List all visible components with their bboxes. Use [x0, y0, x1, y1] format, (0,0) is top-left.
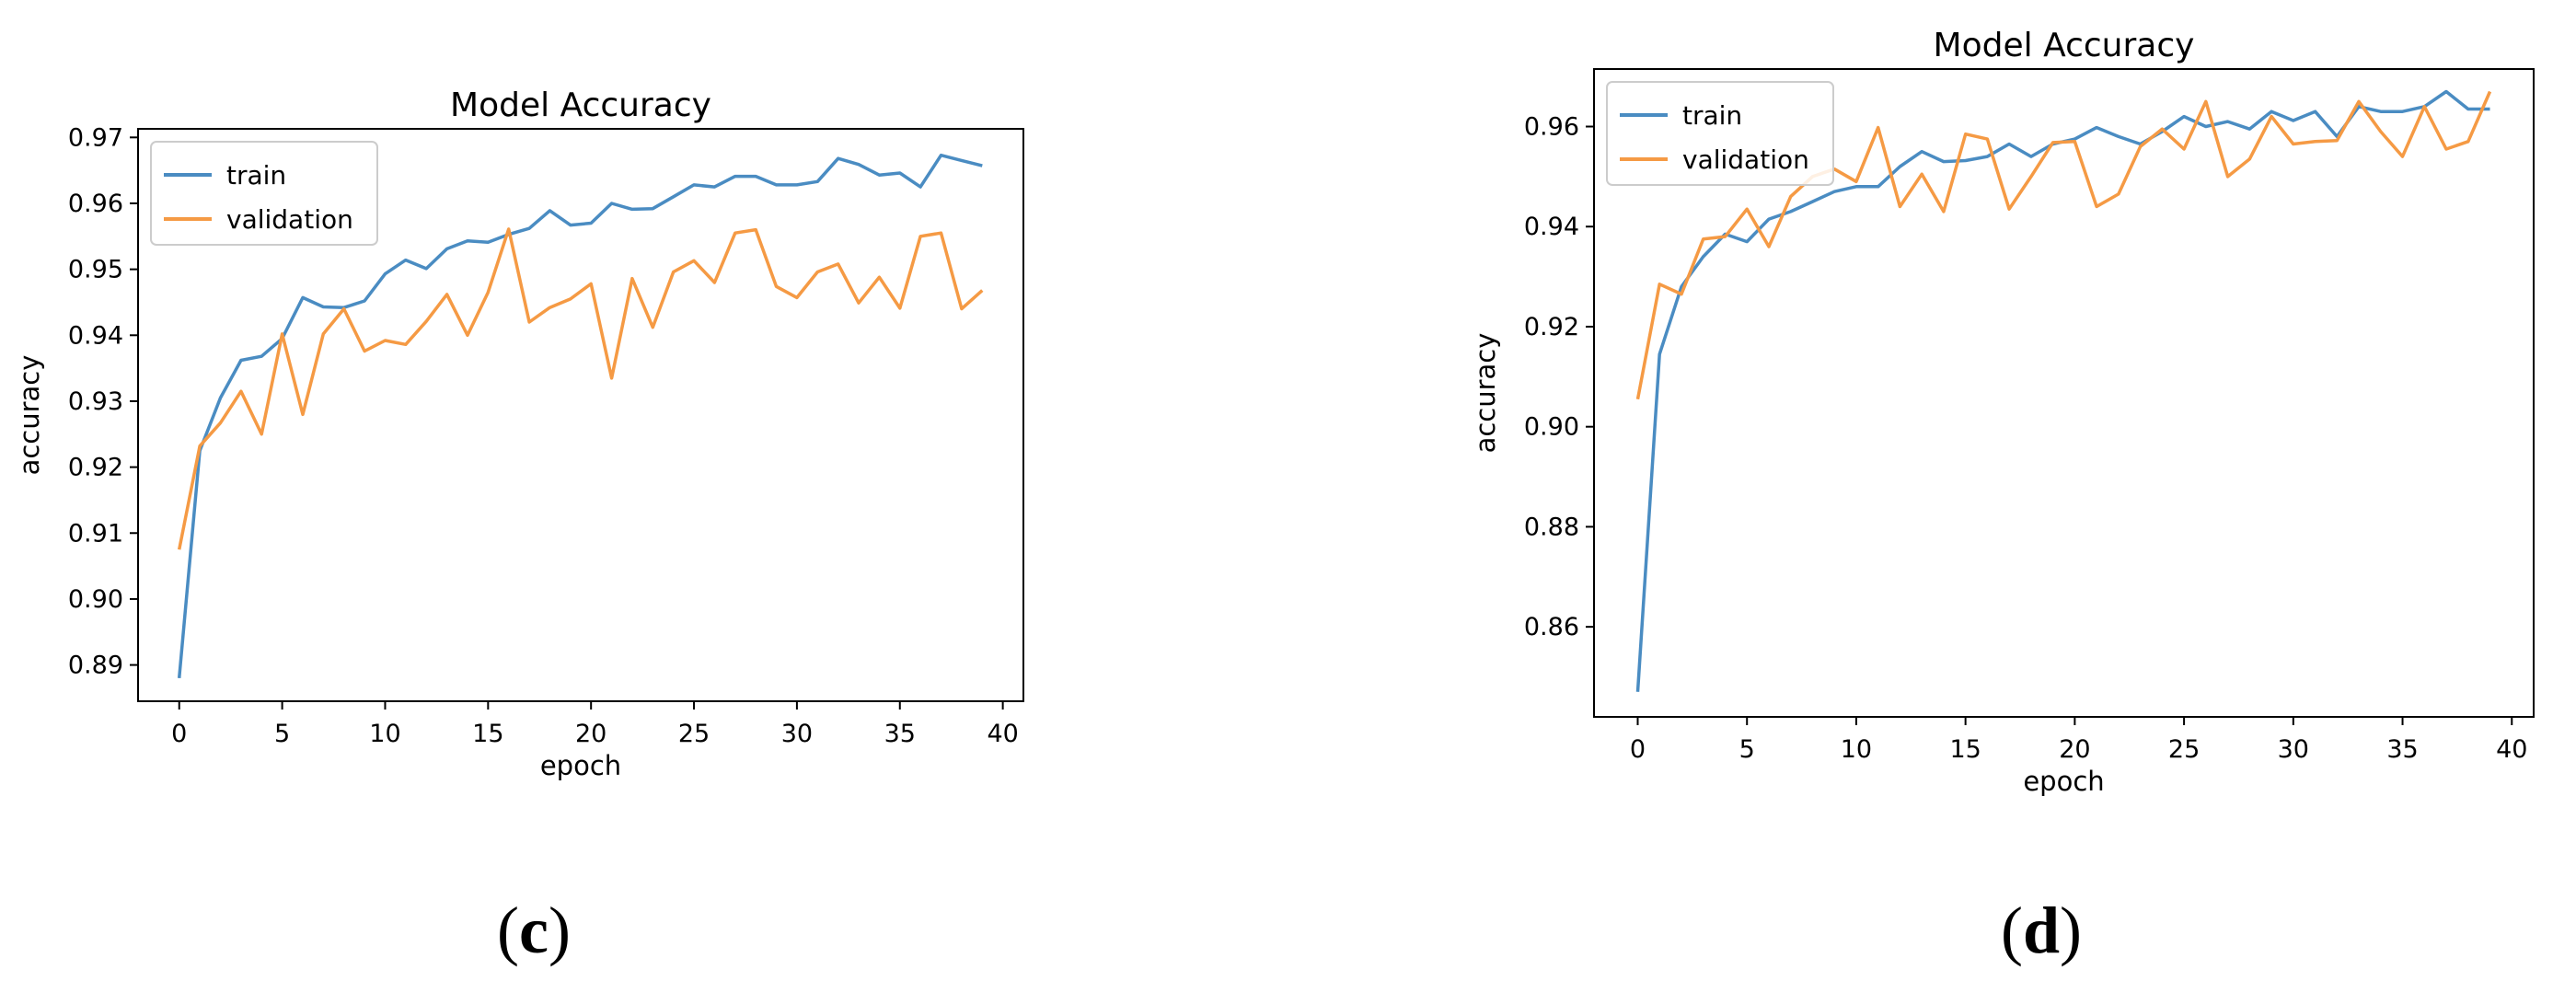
chart-1: Model Accuracy 0 5 10 15 20 25 30 35 40 0.86 0.88 0.…	[1470, 27, 2535, 797]
x-tick-label: 25	[678, 720, 710, 748]
plot-frame	[1593, 68, 2535, 718]
legend-label-train: train	[1682, 100, 1742, 131]
series-line-train	[177, 153, 983, 679]
x-tick-label: 15	[472, 720, 503, 748]
y-tick-label: 0.88	[1524, 513, 1579, 541]
panel-label-c: (c)	[497, 894, 571, 967]
legend-label-train: train	[226, 160, 286, 190]
x-tick-label: 5	[274, 720, 290, 748]
x-tick-label: 25	[2168, 735, 2200, 764]
y-tick-label: 0.94	[1524, 213, 1579, 241]
x-tick-label: 30	[781, 720, 813, 748]
x-tick-label: 20	[575, 720, 606, 748]
x-tick-label: 5	[1739, 735, 1755, 764]
x-tick-label: 10	[1841, 735, 1872, 764]
x-tick-label: 40	[987, 720, 1018, 748]
chart-title: Model Accuracy	[450, 87, 711, 124]
y-axis-label: accuracy	[1470, 333, 1501, 454]
y-tick-label: 0.94	[68, 321, 123, 350]
x-tick-label: 10	[369, 720, 400, 748]
y-tick-label: 0.95	[68, 256, 123, 284]
y-tick-label: 0.91	[68, 519, 123, 548]
chart-0: Model Accuracy 0 5 10 15 20 25 30 35 40 0.89 0.90 0.…	[14, 87, 1024, 781]
x-axis-label: epoch	[540, 750, 621, 781]
plot-frame	[137, 128, 1024, 702]
legend-label-validation: validation	[226, 204, 353, 235]
y-tick-label: 0.92	[68, 454, 123, 482]
series-line-validation	[1635, 90, 2492, 400]
y-tick-label: 0.93	[68, 387, 123, 416]
x-tick-label: 15	[1949, 735, 1981, 764]
x-tick-label: 40	[2496, 735, 2527, 764]
y-tick-label: 0.89	[68, 652, 123, 680]
y-tick-label: 0.90	[68, 585, 123, 614]
x-tick-label: 35	[884, 720, 916, 748]
series-line-validation	[177, 227, 984, 550]
x-tick-label: 35	[2386, 735, 2418, 764]
x-tick-label: 30	[2278, 735, 2309, 764]
x-axis-label: epoch	[2023, 766, 2104, 797]
y-tick-label: 0.90	[1524, 413, 1579, 442]
y-tick-label: 0.86	[1524, 613, 1579, 641]
x-tick-label: 0	[171, 720, 187, 748]
y-tick-label: 0.96	[1524, 113, 1579, 142]
chart-title: Model Accuracy	[1934, 27, 2195, 64]
y-tick-label: 0.92	[1524, 313, 1579, 341]
y-tick-label: 0.97	[68, 123, 123, 152]
y-axis-label: accuracy	[14, 355, 45, 476]
y-tick-label: 0.96	[68, 190, 123, 218]
x-tick-label: 20	[2059, 735, 2090, 764]
x-tick-label: 0	[1630, 735, 1646, 764]
legend-label-validation: validation	[1682, 144, 1809, 175]
panel-label-d: (d)	[2000, 894, 2083, 967]
